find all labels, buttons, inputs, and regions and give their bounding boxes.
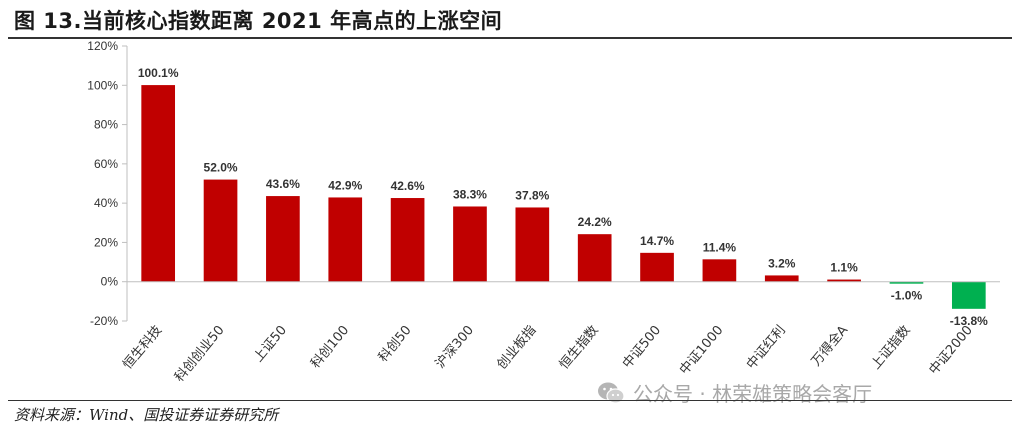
- title-bar: 图 13.当前核心指数距离 2021 年高点的上涨空间: [14, 4, 1010, 36]
- data-label: 52.0%: [204, 161, 238, 175]
- data-label: -1.0%: [891, 289, 923, 303]
- data-label: 1.1%: [830, 261, 858, 275]
- x-category-label: 科创创业50: [172, 323, 228, 385]
- x-category-label: 中证1000: [677, 323, 726, 378]
- data-label: 3.2%: [768, 256, 796, 270]
- bar: [328, 197, 363, 282]
- data-label: 38.3%: [453, 187, 487, 201]
- x-category-label: 上证指数: [869, 323, 914, 372]
- x-axis: 恒生科技 科创创业50 上证50 科创100 科创50 沪深300 创业板指 恒生指数 中证50…: [120, 281, 1000, 385]
- x-category-label: 中证红利: [743, 322, 789, 372]
- figure-title: 图 13.当前核心指数距离 2021 年高点的上涨空间: [14, 9, 503, 33]
- bar: [453, 206, 487, 282]
- data-label: 14.7%: [640, 234, 674, 248]
- y-tick-label: 0%: [101, 275, 119, 289]
- bar: [266, 196, 300, 282]
- bar: [577, 234, 612, 282]
- x-category-label: 恒生指数: [557, 323, 602, 372]
- x-category-label: 中证2000: [926, 323, 975, 378]
- bar: [390, 198, 425, 282]
- y-tick-label: 20%: [94, 235, 118, 249]
- data-label: 11.4%: [703, 240, 737, 254]
- y-tick-label: 80%: [94, 118, 118, 132]
- data-label: 42.9%: [328, 178, 362, 192]
- x-category-label: 创业板指: [494, 323, 539, 372]
- x-category-label: 中证500: [620, 323, 664, 372]
- y-axis: -20% 0% 20% 40% 60% 80% 100% 120%: [87, 39, 128, 328]
- bar: [827, 279, 861, 282]
- watermark-text: 公众号 · 林荣雄策略会客厅: [633, 382, 873, 406]
- y-tick-label: 120%: [87, 39, 118, 53]
- bar: [702, 259, 737, 282]
- x-category-label: 科创100: [308, 323, 352, 372]
- y-tick-label: 100%: [87, 78, 118, 92]
- data-labels: 100.1% 52.0% 43.6% 42.9% 42.6% 38.3% 37.8% 24.2…: [138, 66, 988, 328]
- bar: [764, 275, 799, 282]
- bar-series: [141, 85, 986, 309]
- y-tick-label: 40%: [94, 196, 118, 210]
- x-category-label: 沪深300: [432, 322, 477, 371]
- data-label: 100.1%: [138, 66, 179, 80]
- data-label: 37.8%: [515, 188, 549, 202]
- data-label: 24.2%: [578, 215, 612, 229]
- bar: [203, 179, 238, 282]
- y-tick-label: 60%: [94, 157, 118, 171]
- bar: [951, 281, 986, 309]
- bar-chart: -20% 0% 20% 40% 60% 80% 100% 120% 100.1% 52.0% 43…: [87, 39, 1000, 385]
- wechat-icon: [597, 381, 625, 405]
- bar: [640, 252, 674, 282]
- bar: [141, 85, 176, 282]
- data-label: -13.8%: [950, 314, 988, 328]
- bar: [515, 207, 550, 282]
- data-label: 42.6%: [391, 179, 425, 193]
- bar: [889, 281, 924, 284]
- title-divider: [8, 37, 1012, 39]
- x-category-label: 恒生科技: [120, 323, 165, 372]
- source-note: 资料来源：Wind、国投证券证券研究所: [14, 406, 279, 424]
- data-label: 43.6%: [266, 177, 300, 191]
- watermark: 公众号 · 林荣雄策略会客厅: [597, 378, 872, 407]
- x-category-label: 万得全A: [808, 322, 851, 369]
- x-category-label: 上证50: [251, 323, 290, 365]
- x-category-label: 科创50: [376, 323, 415, 365]
- footer-divider: [8, 400, 1012, 401]
- y-tick-label: -20%: [90, 314, 118, 328]
